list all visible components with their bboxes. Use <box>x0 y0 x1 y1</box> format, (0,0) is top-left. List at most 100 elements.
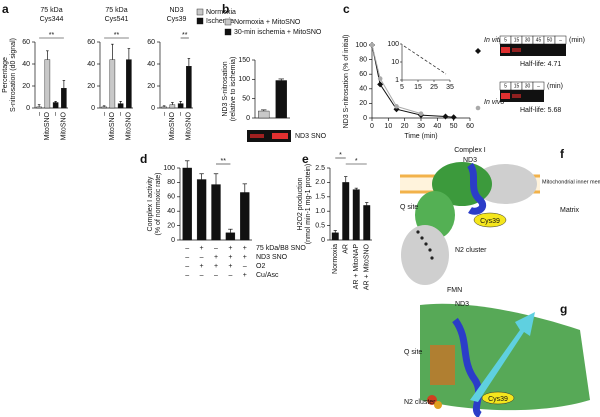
gel-band <box>512 94 521 98</box>
y-tick-label: 0 <box>91 105 95 112</box>
chart-title: ND3 <box>169 7 183 14</box>
gel <box>500 44 566 56</box>
panel-label: e <box>302 152 309 166</box>
condition-sign: – <box>228 272 232 279</box>
x-tick-label: 0 <box>370 123 374 130</box>
gel-lane-label: 5 <box>504 83 507 89</box>
condition-sign: – <box>185 272 189 279</box>
y-tick-label: 20 <box>87 83 95 90</box>
legend-label: In vivo <box>484 99 504 106</box>
line <box>371 44 454 118</box>
y-axis-label: ND3 S-nitrosation <box>222 61 229 116</box>
gel-band <box>501 47 510 53</box>
legend-swatch <box>196 17 204 25</box>
condition-sign: – <box>243 263 247 270</box>
bar <box>275 80 287 119</box>
significance-label: ** <box>182 32 188 39</box>
line <box>371 44 422 115</box>
y-tick-label: 60 <box>167 194 175 201</box>
inset-x-tick-label: 35 <box>446 84 454 91</box>
y-axis-label: Percentage <box>2 57 9 93</box>
x-tick-label: – <box>177 112 184 116</box>
significance-label: ** <box>49 32 55 39</box>
y-tick-label: 40 <box>147 61 155 68</box>
condition-sign: + <box>214 254 218 261</box>
legend-label: Normoxia <box>206 9 236 16</box>
panel-label: f <box>560 147 565 161</box>
bar <box>196 179 207 241</box>
y-axis-label: H2O2 production <box>297 177 304 230</box>
inset-x-tick-label: 15 <box>414 84 422 91</box>
y-axis-label: (relative to ischemia) <box>230 57 237 122</box>
x-tick-label: MitoSNO <box>126 111 133 140</box>
marker <box>442 113 449 120</box>
gel-unit: (min) <box>569 37 585 44</box>
condition-sign: + <box>243 272 247 279</box>
inset-y-tick-label: 10 <box>391 59 399 66</box>
y-tick-label: 2.5 <box>315 165 325 172</box>
nd3-structure <box>420 303 590 417</box>
marker <box>377 76 383 81</box>
gel-band <box>501 93 510 99</box>
legend-marker <box>475 105 481 111</box>
y-axis-label: (% of normoxic rate) <box>155 172 162 235</box>
gel-band <box>512 48 521 52</box>
gel-label: ND3 SNO <box>295 133 327 140</box>
bar <box>186 65 192 109</box>
gel-lane-label: – <box>537 83 540 89</box>
condition-sign: + <box>228 254 232 261</box>
y-tick-label: 60 <box>359 71 367 78</box>
x-tick-label: MitoSNO <box>61 111 68 140</box>
condition-sign: – <box>214 245 218 252</box>
legend-label: 30-min ischemia + MitoSNO <box>234 29 322 36</box>
gel-lane-label: – <box>559 37 562 43</box>
y-tick-label: 1.0 <box>315 208 325 215</box>
y-tick-label: 0 <box>246 115 250 122</box>
condition-label: ND3 SNO <box>256 254 288 261</box>
structure-label: FMN <box>447 287 462 294</box>
chart-title: Cys39 <box>167 16 187 23</box>
y-tick-label: 50 <box>242 96 250 103</box>
x-tick-label: 50 <box>450 123 458 130</box>
y-tick-label: 40 <box>167 208 175 215</box>
legend-label: Ischemia <box>206 18 234 25</box>
nd3-helix <box>452 317 483 417</box>
inset-y-tick-label: 100 <box>387 41 399 48</box>
marker <box>418 111 424 116</box>
gel-unit: (min) <box>547 83 563 90</box>
x-tick-label: – <box>117 112 124 116</box>
bar <box>44 59 51 109</box>
gel-lane-label: 30 <box>525 37 531 43</box>
condition-sign: – <box>185 254 189 261</box>
y-tick-label: 20 <box>359 100 367 107</box>
structure-label: Q site <box>404 349 422 356</box>
condition-sign: – <box>214 272 218 279</box>
bar <box>352 189 360 241</box>
panel-label: d <box>140 152 147 166</box>
q-site-residues <box>430 345 455 385</box>
legend-label: In vitro <box>484 37 505 44</box>
condition-sign: – <box>185 245 189 252</box>
gel-lane-label: 15 <box>514 37 520 43</box>
marker <box>394 104 399 109</box>
condition-label: O2 <box>256 263 265 270</box>
x-tick-label: – <box>52 112 59 116</box>
half-life: Half-life: 4.71 <box>520 61 561 68</box>
x-tick-label: MitoSNO <box>169 111 176 140</box>
structure-label: N2 cluster <box>404 399 436 406</box>
x-tick-label: 40 <box>433 123 441 130</box>
y-tick-label: 20 <box>147 83 155 90</box>
legend-marker <box>475 48 481 54</box>
structure-label: Mitochondrial inner membrane <box>542 179 600 185</box>
bar <box>109 59 116 109</box>
bar <box>182 167 192 241</box>
bar <box>169 104 176 109</box>
gel-lane-label: 45 <box>536 37 542 43</box>
y-axis-label: Complex I activity <box>147 176 154 231</box>
gel-lane-label: 50 <box>547 37 553 43</box>
panel-label: a <box>2 2 9 16</box>
condition-sign: – <box>185 263 189 270</box>
condition-sign: – <box>200 272 204 279</box>
chart-title: 75 kDa <box>40 7 62 14</box>
